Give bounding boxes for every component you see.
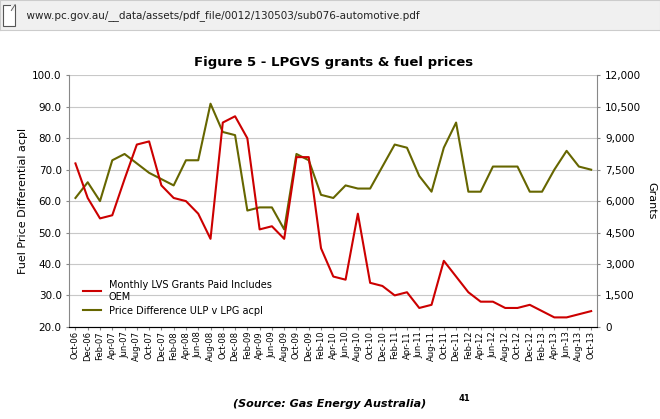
FancyBboxPatch shape bbox=[11, 5, 15, 10]
Text: www.pc.gov.au/__data/assets/pdf_file/0012/130503/sub076-automotive.pdf: www.pc.gov.au/__data/assets/pdf_file/001… bbox=[20, 10, 419, 21]
Y-axis label: Fuel Price Differential acpl: Fuel Price Differential acpl bbox=[18, 128, 28, 274]
Text: 41: 41 bbox=[459, 394, 471, 403]
FancyBboxPatch shape bbox=[3, 5, 15, 26]
Y-axis label: Grants: Grants bbox=[647, 182, 657, 220]
Legend: Monthly LVS Grants Paid Includes
OEM, Price Difference ULP v LPG acpl: Monthly LVS Grants Paid Includes OEM, Pr… bbox=[79, 276, 275, 319]
Text: (Source: Gas Energy Australia): (Source: Gas Energy Australia) bbox=[234, 398, 426, 409]
Title: Figure 5 - LPGVS grants & fuel prices: Figure 5 - LPGVS grants & fuel prices bbox=[194, 56, 473, 69]
